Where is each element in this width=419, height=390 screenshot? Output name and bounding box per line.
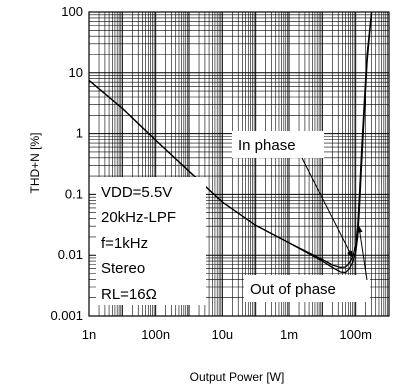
- annotation-layer: In phase Out of phase: [232, 131, 370, 302]
- condition-frequency: f=1kHz: [101, 235, 148, 252]
- plot-frame: [88, 11, 390, 317]
- conditions-box: [96, 177, 206, 305]
- condition-mode: Stereo: [101, 260, 145, 277]
- x-tick-labels: 1n 100n 10u 1m 100m: [82, 327, 372, 342]
- in-phase-label-bg: [232, 131, 324, 158]
- in-phase-label: In phase: [238, 137, 296, 154]
- y-axis-title: THD+N [%]: [28, 132, 42, 193]
- x-axis-title: Output Power [W]: [190, 370, 285, 384]
- condition-load: RL=16Ω: [101, 286, 157, 303]
- out-of-phase-leader-arrow: [357, 225, 368, 281]
- x-tick-label: 100n: [141, 327, 170, 342]
- condition-filter: 20kHz-LPF: [101, 209, 176, 226]
- y-tick-label: 0.01: [58, 247, 83, 262]
- series-out-of-phase-line: [88, 11, 373, 274]
- y-tick-label: 10: [69, 65, 83, 80]
- y-tick-label: 100: [61, 4, 83, 19]
- x-tick-label: 100m: [339, 327, 372, 342]
- condition-vdd: VDD=5.5V: [101, 184, 172, 201]
- y-tick-labels: 0.001 0.01 0.1 1 10 100: [50, 4, 83, 323]
- x-tick-label: 1n: [82, 327, 96, 342]
- x-tick-label: 10u: [211, 327, 233, 342]
- in-phase-leader-arrow: [301, 157, 353, 259]
- x-tick-label: 1m: [280, 327, 298, 342]
- y-tick-label: 1: [76, 126, 83, 141]
- y-tick-label: 0.001: [50, 308, 83, 323]
- out-of-phase-label: Out of phase: [250, 281, 336, 298]
- series-layer: [88, 11, 373, 274]
- y-tick-label: 0.1: [65, 186, 83, 201]
- out-of-phase-label-bg: [244, 275, 370, 302]
